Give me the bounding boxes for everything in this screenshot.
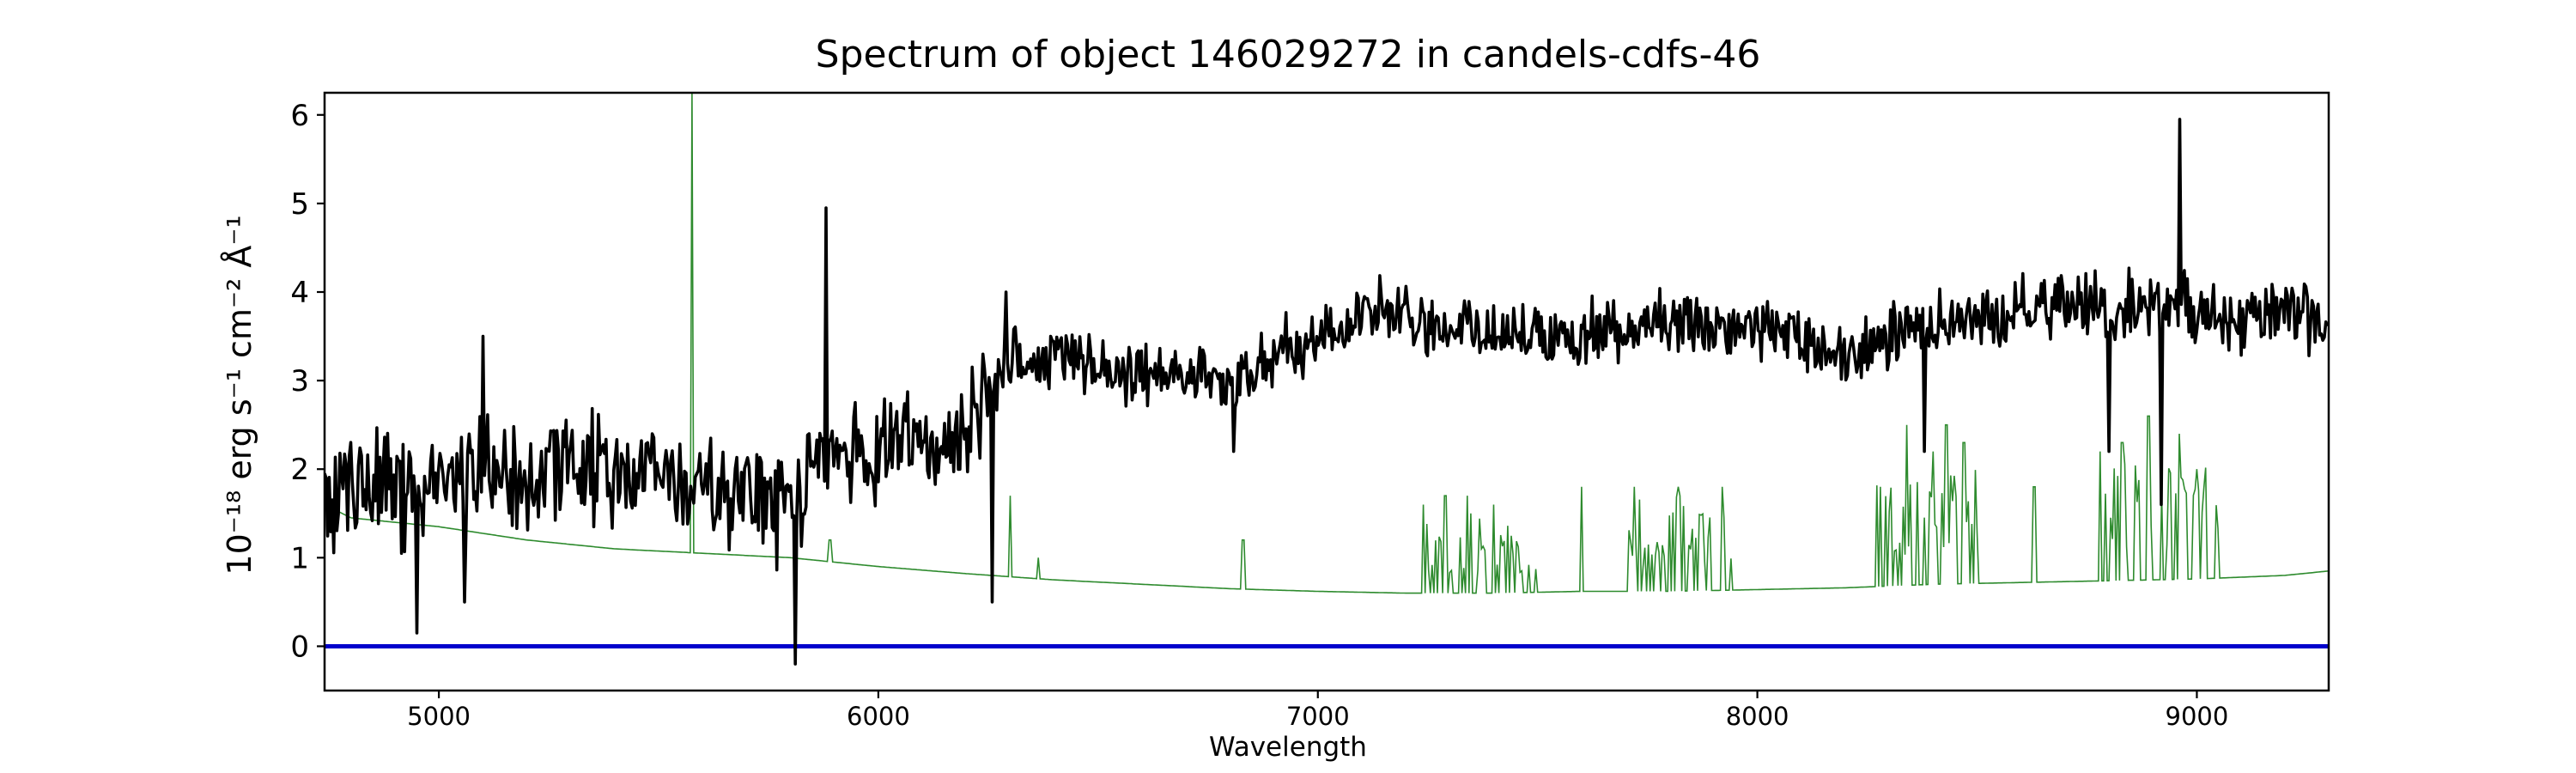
y-tick-label: 3 xyxy=(290,364,309,399)
y-tick-label: 1 xyxy=(290,541,309,575)
sky-spectrum-line xyxy=(325,93,2329,594)
y-tick-label: 0 xyxy=(290,630,309,664)
x-axis-label: Wavelength xyxy=(1209,732,1367,763)
x-tick-label: 7000 xyxy=(1286,702,1350,731)
plot-area xyxy=(325,93,2329,666)
x-tick-label: 6000 xyxy=(847,702,910,731)
plot-frame xyxy=(323,91,2330,692)
y-axis-label: 10⁻¹⁸ erg s⁻¹ cm⁻² Å⁻¹ xyxy=(221,215,258,575)
x-tick-label: 5000 xyxy=(407,702,471,731)
y-tick-label: 5 xyxy=(290,187,309,222)
y-tick-label: 4 xyxy=(290,276,309,310)
object-flux-line xyxy=(325,118,2329,666)
chart-title: Spectrum of object 146029272 in candels-… xyxy=(816,33,1761,76)
y-tick-label: 2 xyxy=(290,453,309,487)
y-tick-label: 6 xyxy=(290,99,309,133)
x-tick-label: 8000 xyxy=(1726,702,1789,731)
axes: 5000 6000 7000 8000 9000 0 1 2 3 4 5 6 xyxy=(290,91,2330,731)
x-tick-label: 9000 xyxy=(2166,702,2229,731)
